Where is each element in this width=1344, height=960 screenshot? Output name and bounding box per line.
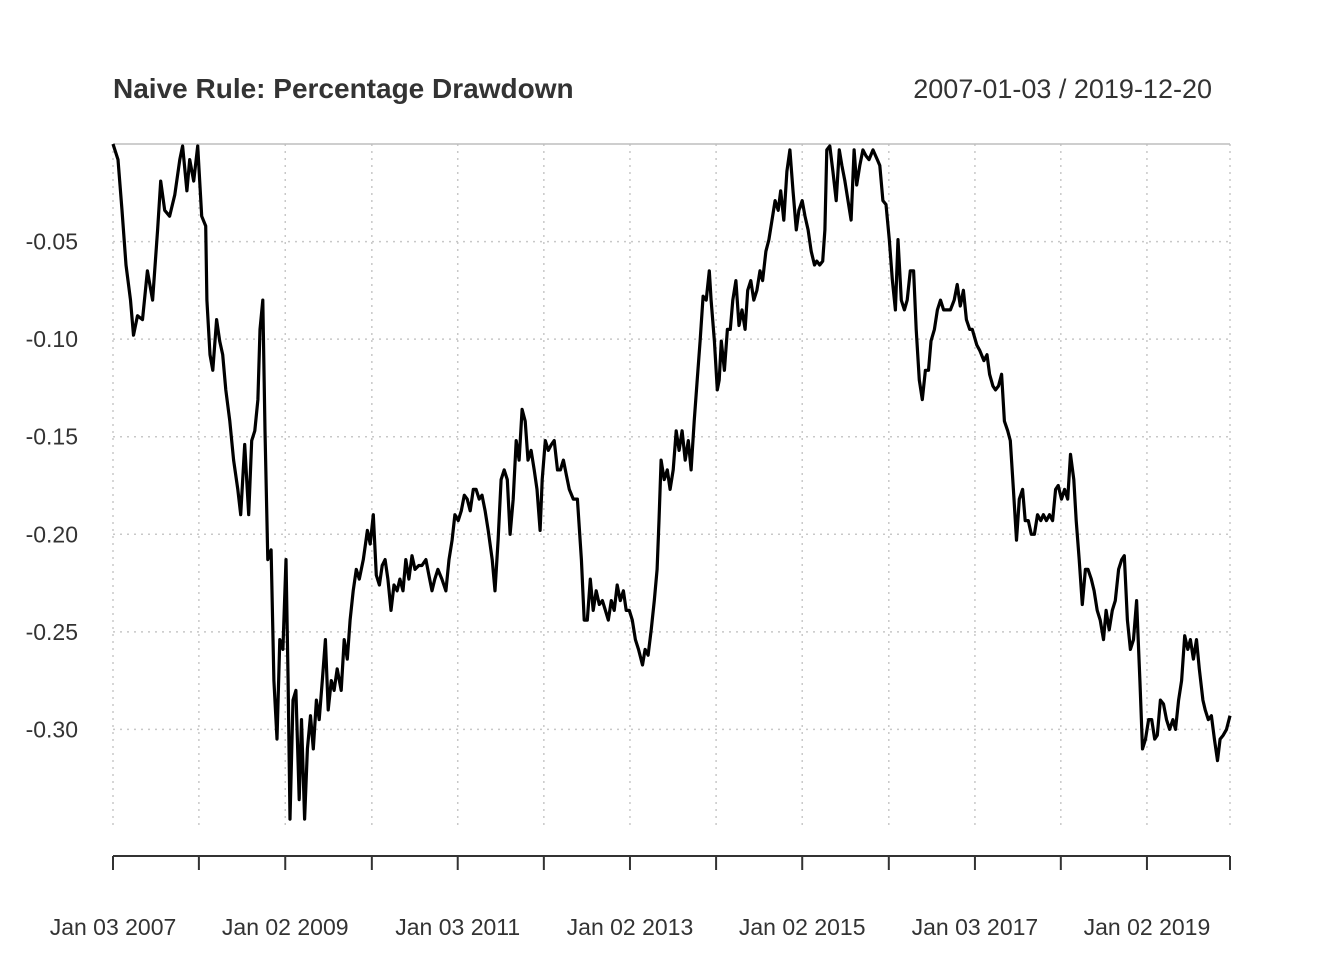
y-axis: -0.05 -0.10 -0.15 -0.20 -0.25 -0.30 (26, 229, 78, 743)
x-tick-label: Jan 02 2013 (567, 914, 694, 940)
y-tick-label: -0.10 (26, 326, 78, 352)
x-tick-label: Jan 03 2007 (50, 914, 177, 940)
x-tick-label: Jan 02 2009 (222, 914, 349, 940)
x-tick-label: Jan 03 2011 (395, 914, 520, 940)
y-tick-label: -0.05 (26, 229, 78, 255)
gridlines (112, 144, 1231, 825)
date-range-label: 2007-01-03 / 2019-12-20 (913, 74, 1212, 104)
chart-title: Naive Rule: Percentage Drawdown (113, 73, 574, 104)
y-tick-label: -0.30 (26, 716, 78, 742)
y-tick-label: -0.15 (26, 424, 78, 450)
x-tick-label: Jan 02 2019 (1084, 914, 1211, 940)
y-tick-label: -0.20 (26, 521, 78, 547)
drawdown-series-line (111, 143, 1232, 821)
x-tick-label: Jan 02 2015 (739, 914, 866, 940)
x-tick-label: Jan 03 2017 (912, 914, 1039, 940)
x-axis: Jan 03 2007 Jan 02 2009 Jan 03 2011 Jan 02 … (50, 855, 1231, 940)
y-tick-label: -0.25 (26, 619, 78, 645)
